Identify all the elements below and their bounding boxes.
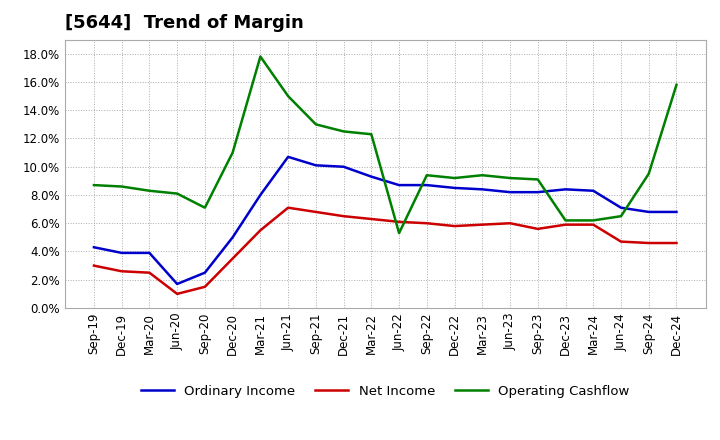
Net Income (367, 216, 376, 222)
Operating Cashflow (616, 213, 625, 219)
Ordinary Income (589, 188, 598, 194)
Net Income (312, 209, 320, 215)
Ordinary Income (534, 190, 542, 195)
Net Income (339, 213, 348, 219)
Operating Cashflow (312, 122, 320, 127)
Net Income (561, 222, 570, 227)
Text: [5644]  Trend of Margin: [5644] Trend of Margin (65, 15, 304, 33)
Ordinary Income (644, 209, 653, 215)
Net Income (228, 256, 237, 261)
Operating Cashflow (284, 93, 292, 99)
Net Income (589, 222, 598, 227)
Operating Cashflow (423, 172, 431, 178)
Net Income (450, 224, 459, 229)
Operating Cashflow (534, 177, 542, 182)
Ordinary Income (339, 164, 348, 169)
Ordinary Income (505, 190, 514, 195)
Ordinary Income (478, 187, 487, 192)
Legend: Ordinary Income, Net Income, Operating Cashflow: Ordinary Income, Net Income, Operating C… (135, 380, 635, 403)
Net Income (534, 226, 542, 231)
Line: Ordinary Income: Ordinary Income (94, 157, 677, 284)
Net Income (478, 222, 487, 227)
Net Income (505, 220, 514, 226)
Ordinary Income (423, 183, 431, 188)
Operating Cashflow (450, 176, 459, 181)
Net Income (423, 220, 431, 226)
Operating Cashflow (672, 82, 681, 88)
Operating Cashflow (561, 218, 570, 223)
Operating Cashflow (201, 205, 210, 210)
Operating Cashflow (117, 184, 126, 189)
Net Income (89, 263, 98, 268)
Ordinary Income (228, 235, 237, 240)
Operating Cashflow (395, 231, 403, 236)
Ordinary Income (395, 183, 403, 188)
Operating Cashflow (173, 191, 181, 196)
Net Income (616, 239, 625, 244)
Net Income (201, 284, 210, 290)
Operating Cashflow (145, 188, 154, 194)
Net Income (145, 270, 154, 275)
Operating Cashflow (505, 176, 514, 181)
Net Income (395, 219, 403, 224)
Ordinary Income (367, 174, 376, 179)
Ordinary Income (173, 281, 181, 286)
Operating Cashflow (589, 218, 598, 223)
Ordinary Income (450, 185, 459, 191)
Ordinary Income (201, 270, 210, 275)
Ordinary Income (672, 209, 681, 215)
Line: Operating Cashflow: Operating Cashflow (94, 57, 677, 233)
Ordinary Income (561, 187, 570, 192)
Operating Cashflow (256, 54, 265, 59)
Operating Cashflow (644, 171, 653, 176)
Ordinary Income (312, 163, 320, 168)
Operating Cashflow (339, 129, 348, 134)
Net Income (644, 240, 653, 246)
Ordinary Income (117, 250, 126, 256)
Ordinary Income (616, 205, 625, 210)
Operating Cashflow (228, 150, 237, 155)
Ordinary Income (256, 192, 265, 198)
Net Income (672, 240, 681, 246)
Ordinary Income (89, 245, 98, 250)
Operating Cashflow (89, 183, 98, 188)
Net Income (117, 269, 126, 274)
Line: Net Income: Net Income (94, 208, 677, 294)
Net Income (284, 205, 292, 210)
Ordinary Income (145, 250, 154, 256)
Net Income (173, 291, 181, 297)
Ordinary Income (284, 154, 292, 159)
Net Income (256, 227, 265, 233)
Operating Cashflow (367, 132, 376, 137)
Operating Cashflow (478, 172, 487, 178)
